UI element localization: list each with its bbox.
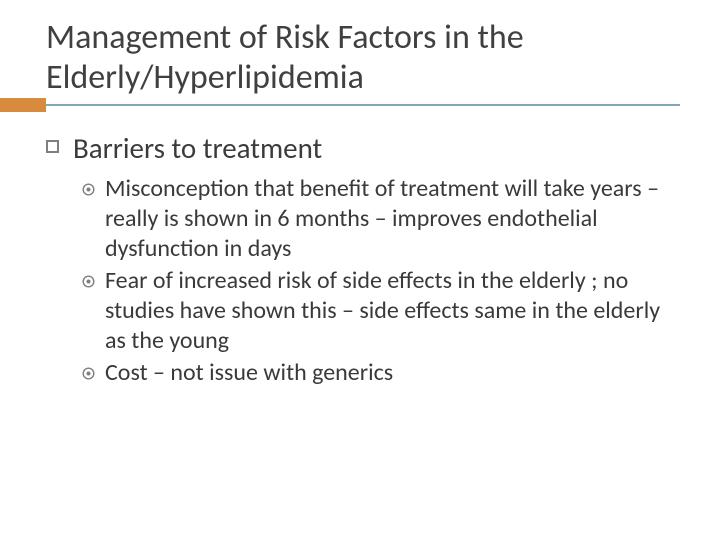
target-bullet-icon xyxy=(82,275,95,288)
lvl2-text: Fear of increased risk of side effects i… xyxy=(105,266,680,356)
accent-block xyxy=(0,98,46,112)
target-bullet-icon xyxy=(82,183,95,196)
title-block: Management of Risk Factors in the Elderl… xyxy=(0,0,720,102)
lvl2-list: Misconception that benefit of treatment … xyxy=(82,174,680,388)
lvl2-item: Fear of increased risk of side effects i… xyxy=(82,266,680,356)
body-area: Barriers to treatment Misconception that… xyxy=(0,116,720,388)
lvl2-text: Misconception that benefit of treatment … xyxy=(105,174,680,264)
target-bullet-icon xyxy=(82,367,95,380)
lvl2-item: Cost – not issue with generics xyxy=(82,358,680,388)
lvl2-item: Misconception that benefit of treatment … xyxy=(82,174,680,264)
title-rule-wrap xyxy=(0,104,720,116)
lvl2-text: Cost – not issue with generics xyxy=(105,358,393,388)
title-underline xyxy=(46,104,680,106)
lvl1-item: Barriers to treatment xyxy=(46,130,680,166)
lvl1-heading: Barriers to treatment xyxy=(73,130,322,166)
slide-title: Management of Risk Factors in the Elderl… xyxy=(46,18,680,98)
square-bullet-icon xyxy=(46,140,59,153)
